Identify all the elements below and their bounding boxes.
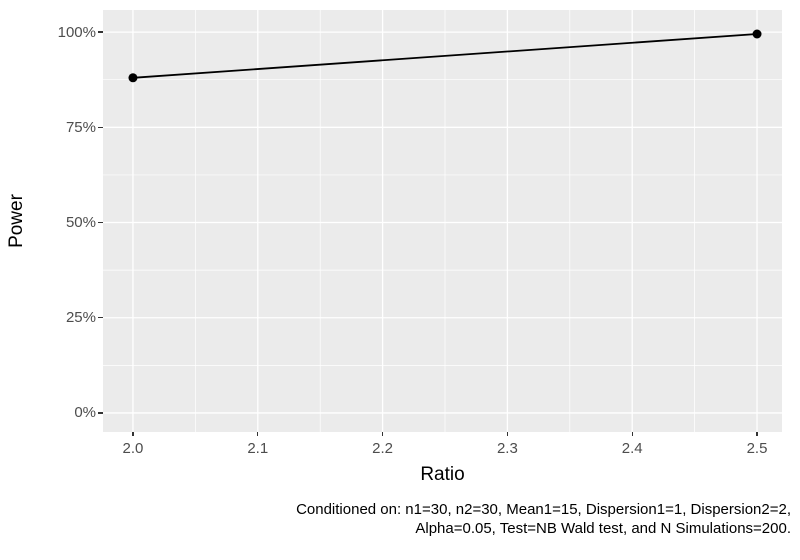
x-tick-label: 2.3 [496,440,518,457]
x-tick-mark [506,432,508,436]
plot-panel [103,10,782,432]
y-tick-label: 50% [65,214,96,232]
x-tick-label: 2.4 [621,440,643,457]
power-line [132,33,758,79]
y-tick-label: 0% [74,404,96,422]
y-tick-label: 75% [65,118,96,136]
caption-line-2: Alpha=0.05, Test=NB Wald test, and N Sim… [415,519,791,537]
plot-caption: Conditioned on: n1=30, n2=30, Mean1=15, … [296,501,791,538]
x-tick-label: 2.1 [247,440,269,457]
data-point [752,29,762,39]
y-tick-mark [98,126,103,128]
caption-line-1: Conditioned on: n1=30, n2=30, Mean1=15, … [296,501,791,518]
x-tick-mark [756,432,758,436]
x-tick-label: 2.2 [372,440,393,457]
plot-canvas [103,10,782,432]
x-tick-mark [257,432,259,436]
y-axis-title: Power [6,194,27,248]
y-tick-mark [98,317,103,319]
data-point [128,73,138,83]
y-tick-mark [98,221,103,224]
panel-background [103,10,782,432]
y-tick-label: 25% [65,309,96,327]
y-tick-mark [98,31,103,33]
x-tick-label: 2.0 [122,440,144,457]
x-tick-mark [381,432,384,436]
x-axis-title: Ratio [420,464,465,485]
y-tick-label: 100% [57,23,96,41]
x-tick-mark [132,432,134,436]
x-tick-label: 2.5 [746,440,768,457]
y-tick-mark [98,412,103,414]
x-tick-mark [631,432,633,436]
